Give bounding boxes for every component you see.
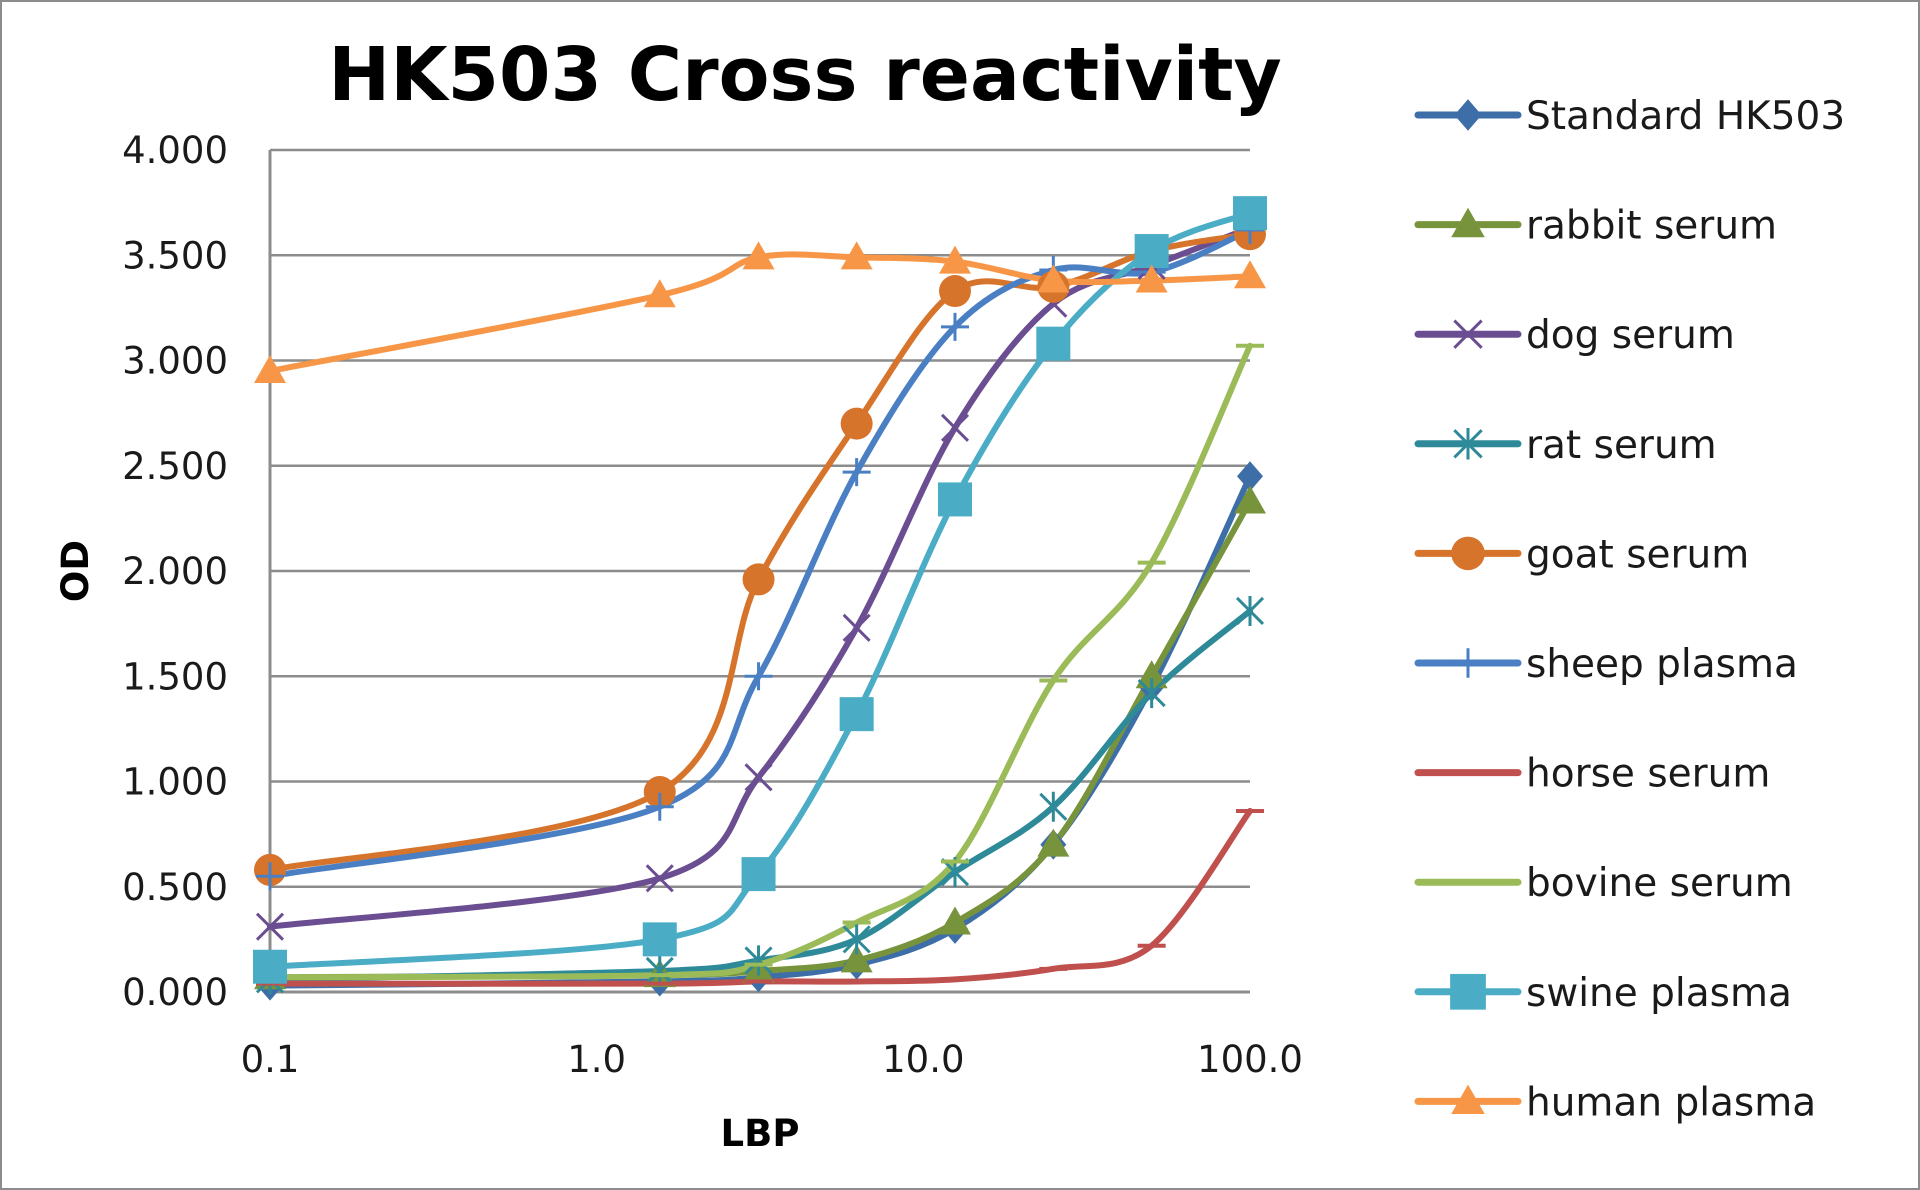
legend-marker <box>1453 319 1483 349</box>
legend-label: goat serum <box>1526 532 1749 577</box>
data-point-rabbit-serum <box>1234 485 1266 514</box>
data-point-swine-plasma <box>937 482 972 517</box>
data-point-human-plasma <box>254 355 286 384</box>
data-point-rat-serum <box>744 945 773 976</box>
data-point-goat-serum <box>938 275 971 308</box>
data-point-rabbit-serum <box>1037 828 1070 857</box>
data-point-swine-plasma <box>839 697 874 732</box>
data-point-rabbit-serum <box>938 906 971 935</box>
legend-label: bovine serum <box>1526 861 1793 906</box>
x-tick-label: 10.0 <box>882 1038 964 1081</box>
series-line-standard-hk503 <box>267 473 1253 989</box>
legend-label: human plasma <box>1526 1080 1816 1125</box>
data-point-sheep-plasma <box>256 862 284 891</box>
data-point-rat-serum <box>1235 595 1265 626</box>
y-tick-label: 1.000 <box>122 761 228 804</box>
data-point-standard-hk503 <box>1237 461 1263 492</box>
legend-item-sheep-plasma: sheep plasma <box>1414 642 1798 687</box>
legend-marker <box>1453 428 1483 460</box>
legend-marker <box>1451 207 1485 238</box>
legend-marker <box>1450 973 1486 1010</box>
data-point-goat-serum <box>840 407 873 440</box>
data-point-swine-plasma <box>741 857 776 892</box>
data-point-sheep-plasma <box>842 458 871 487</box>
y-axis-label: OD <box>54 540 97 602</box>
legend-marker <box>1451 536 1485 571</box>
data-point-dog-serum <box>645 864 674 893</box>
data-point-sheep-plasma <box>645 792 674 821</box>
data-point-rat-serum <box>1137 678 1166 709</box>
data-point-goat-serum <box>643 776 676 809</box>
legend-label: dog serum <box>1526 313 1735 358</box>
legend-label: horse serum <box>1526 752 1770 797</box>
legend-item-human-plasma: human plasma <box>1414 1080 1816 1125</box>
data-point-human-plasma <box>1135 264 1168 293</box>
chart-title: HK503 Cross reactivity <box>328 32 1281 118</box>
legend-label: swine plasma <box>1526 971 1792 1016</box>
legend-item-rabbit-serum: rabbit serum <box>1414 204 1777 249</box>
legend-item-swine-plasma: swine plasma <box>1414 971 1792 1016</box>
data-point-sheep-plasma <box>940 312 969 341</box>
axes <box>268 150 1250 994</box>
series-markers <box>253 196 1267 1001</box>
legend-item-standard-hk503: Standard HK503 <box>1414 94 1845 139</box>
y-tick-label: 2.000 <box>122 550 228 593</box>
legend-item-rat-serum: rat serum <box>1414 423 1717 468</box>
data-point-human-plasma <box>742 241 775 270</box>
x-tick-label: 100.0 <box>1197 1038 1303 1081</box>
data-point-dog-serum <box>842 613 871 642</box>
data-point-rat-serum <box>842 924 871 955</box>
data-point-rat-serum <box>645 955 674 986</box>
legend-label: Standard HK503 <box>1526 94 1845 139</box>
data-point-sheep-plasma <box>744 662 773 691</box>
legend-label: rat serum <box>1526 423 1717 468</box>
data-point-rabbit-serum <box>1135 660 1168 689</box>
data-point-dog-serum <box>255 912 285 941</box>
data-point-swine-plasma <box>253 949 287 984</box>
y-tick-label: 0.000 <box>122 971 228 1014</box>
x-tick-label: 1.0 <box>567 1038 626 1081</box>
legend-item-horse-serum: horse serum <box>1414 752 1770 797</box>
data-point-swine-plasma <box>642 922 677 957</box>
y-tick-label: 2.500 <box>122 445 228 488</box>
data-point-swine-plasma <box>1233 196 1267 231</box>
legend-item-bovine-serum: bovine serum <box>1414 861 1793 906</box>
y-tick-label: 3.000 <box>122 340 228 383</box>
legend-marker <box>1453 648 1483 678</box>
data-point-dog-serum <box>940 413 970 442</box>
legend-marker <box>1451 1084 1485 1114</box>
data-point-rat-serum <box>1039 791 1068 822</box>
x-tick-labels: 0.1 1.0 10.0 100.0 <box>241 1038 1303 1081</box>
y-tick-label: 1.500 <box>122 655 228 698</box>
y-tick-label: 3.500 <box>122 234 228 277</box>
y-tick-labels: 0.000 0.500 1.000 1.500 2.000 2.500 3.000 3.500… <box>122 129 228 1014</box>
data-point-swine-plasma <box>1134 234 1169 269</box>
x-axis-label: LBP <box>721 1112 800 1155</box>
legend-label: rabbit serum <box>1526 204 1777 249</box>
data-point-human-plasma <box>840 241 873 270</box>
data-point-rabbit-serum <box>840 944 873 973</box>
data-point-human-plasma <box>643 279 676 308</box>
series-line-rat-serum <box>267 607 1253 983</box>
legend-item-goat-serum: goat serum <box>1414 532 1749 577</box>
y-tick-label: 0.500 <box>122 866 228 909</box>
data-point-dog-serum <box>744 763 773 792</box>
data-point-human-plasma <box>1037 264 1070 293</box>
data-point-goat-serum <box>742 563 775 596</box>
legend: Standard HK503 rabbit serum dog serum rat s… <box>1414 94 1845 1125</box>
y-tick-label: 4.000 <box>122 129 228 172</box>
series-line-dog-serum <box>267 224 1253 930</box>
data-point-swine-plasma <box>1036 326 1071 361</box>
legend-item-dog-serum: dog serum <box>1414 313 1735 358</box>
data-point-human-plasma <box>938 245 971 274</box>
legend-label: sheep plasma <box>1526 642 1798 687</box>
legend-marker <box>1454 99 1482 131</box>
x-tick-label: 0.1 <box>241 1038 300 1081</box>
data-point-human-plasma <box>1234 260 1266 289</box>
